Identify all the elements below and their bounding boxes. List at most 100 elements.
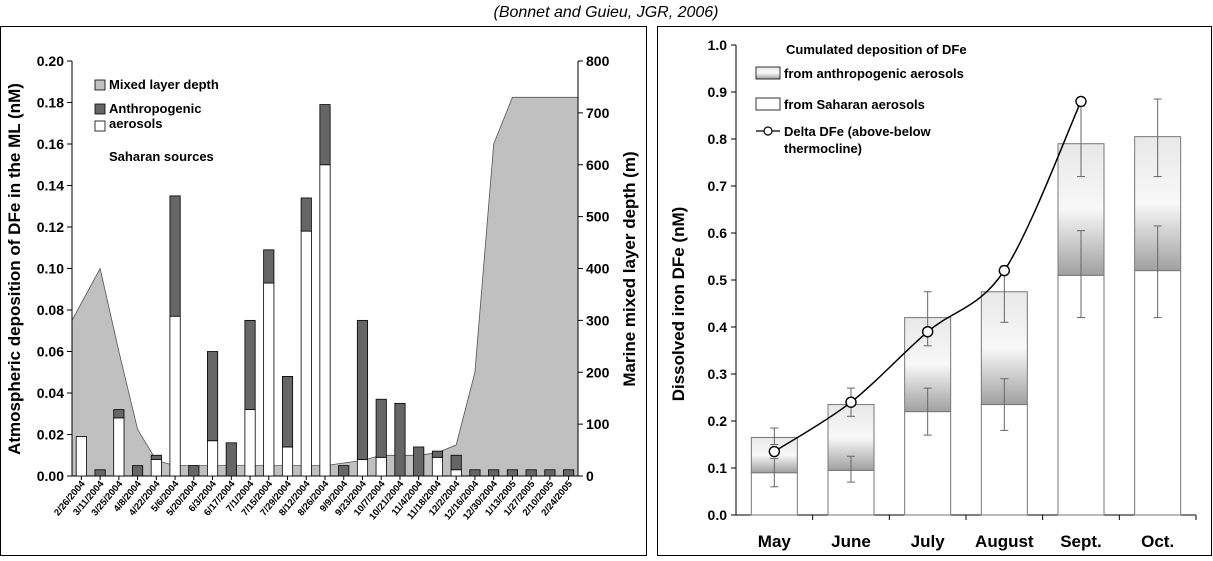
right-ytick-label: 1.0 bbox=[708, 37, 728, 53]
right-ytick-label: 0.3 bbox=[708, 366, 728, 382]
bar-saharan bbox=[319, 164, 331, 477]
bar-saharan bbox=[207, 440, 219, 477]
delta-dfe-point bbox=[921, 326, 934, 338]
right-legend: Cumulated deposition of DFe from anthrop… bbox=[755, 42, 967, 156]
left-y2tick-label: 800 bbox=[586, 53, 610, 69]
legend-swatch-anthropogenic-r bbox=[755, 66, 781, 80]
left-y2tick-label: 500 bbox=[586, 209, 610, 225]
bar-saharan bbox=[450, 469, 462, 477]
left-y-axis-label: Atmospheric deposition of DFe in the ML … bbox=[5, 83, 24, 455]
bar-saharan bbox=[169, 315, 181, 477]
left-y2tick-label: 200 bbox=[586, 364, 610, 380]
bar-anthropogenic bbox=[488, 469, 500, 477]
legend-label-delta-1: Delta DFe (above-below bbox=[784, 124, 932, 139]
bar-anthropogenic bbox=[132, 465, 144, 477]
right-xtick-label: Sept. bbox=[1060, 532, 1102, 551]
bar-anthropogenic bbox=[394, 402, 406, 477]
legend-label-delta-2: thermocline) bbox=[784, 141, 862, 156]
bar-saharan bbox=[150, 458, 162, 477]
right-xtick-label: June bbox=[831, 532, 871, 551]
left-ytick-label: 0.04 bbox=[37, 385, 64, 401]
left-ytick-label: 0.16 bbox=[37, 136, 64, 152]
bar-anthropogenic bbox=[431, 450, 443, 458]
right-ytick-label: 0.4 bbox=[708, 319, 728, 335]
right-xtick-label: Oct. bbox=[1141, 532, 1174, 551]
bar-anthropogenic bbox=[563, 469, 575, 477]
right-ytick-label: 0.9 bbox=[708, 84, 728, 100]
bar-anthropogenic bbox=[113, 409, 125, 419]
right-ytick-label: 0.2 bbox=[708, 413, 728, 429]
legend-swatch-mixed-layer bbox=[94, 79, 106, 91]
bar-anthropogenic bbox=[375, 398, 387, 458]
delta-dfe-point bbox=[998, 264, 1011, 277]
bar-anthropogenic bbox=[188, 465, 200, 477]
bar-anthropogenic bbox=[356, 319, 369, 460]
bar-saharan bbox=[244, 409, 256, 477]
bar-saharan bbox=[431, 456, 443, 477]
bar-anthropogenic bbox=[150, 454, 162, 460]
bar-saharan bbox=[113, 417, 125, 477]
bar-saharan bbox=[281, 446, 294, 477]
left-y2tick-label: 100 bbox=[586, 416, 610, 432]
right-y-axis-label: Dissolved iron DFe (nM) bbox=[669, 207, 688, 402]
bar-saharan bbox=[300, 230, 312, 477]
left-ytick-label: 0.02 bbox=[37, 427, 64, 443]
bar-anthropogenic bbox=[169, 195, 181, 317]
right-xtick-label: July bbox=[911, 532, 946, 551]
left-y2tick-label: 300 bbox=[586, 312, 610, 328]
right-ytick-label: 0.5 bbox=[708, 272, 728, 288]
left-secondary-y-axis-label: Marine mixed layer depth (m) bbox=[620, 151, 639, 386]
left-y2tick-label: 0 bbox=[586, 468, 594, 484]
bar-anthropogenic bbox=[319, 104, 331, 166]
legend-swatch-saharan-r bbox=[755, 97, 781, 111]
bar-anthropogenic bbox=[281, 375, 294, 448]
legend-swatch-anthropogenic bbox=[94, 103, 106, 115]
delta-dfe-point bbox=[1075, 95, 1087, 108]
bar-anthropogenic bbox=[338, 465, 350, 477]
legend-title: Cumulated deposition of DFe bbox=[786, 42, 967, 57]
right-xtick-label: May bbox=[758, 532, 792, 551]
bar-saharan bbox=[263, 282, 275, 477]
legend-marker-delta bbox=[763, 126, 773, 136]
legend-label-mixed-layer: Mixed layer depth bbox=[109, 77, 219, 92]
citation: (Bonnet and Guieu, JGR, 2006) bbox=[493, 4, 718, 21]
bar-anthropogenic bbox=[244, 319, 256, 410]
bar-anthropogenic bbox=[225, 442, 237, 477]
right-ytick-label: 0.6 bbox=[708, 225, 728, 241]
right-chart: 0.0 0.1 0.2 0.3 0.4 0.5 0.6 0.7 0.8 0.9 1.0 May June… bbox=[708, 37, 1197, 551]
right-xtick-label: August bbox=[975, 532, 1034, 551]
right-ytick-label: 0.7 bbox=[708, 178, 728, 194]
legend-label-anthropogenic-r: from anthropogenic aerosols bbox=[784, 66, 964, 81]
legend-label-anthropogenic: Anthropogenic aerosols bbox=[109, 101, 201, 131]
bar-anthropogenic bbox=[263, 249, 275, 284]
legend-label-saharan: Saharan sources bbox=[109, 149, 214, 164]
bar-saharan bbox=[375, 456, 387, 477]
left-y2tick-label: 400 bbox=[586, 261, 610, 277]
left-chart: 0.00 0.02 0.04 0.06 0.08 0.10 0.12 0.14 0.16 0.18… bbox=[37, 53, 610, 522]
right-ytick-label: 0.1 bbox=[708, 460, 728, 476]
bar-anthropogenic bbox=[544, 469, 556, 477]
bar-saharan-monthly bbox=[1057, 274, 1105, 516]
bar-anthropogenic bbox=[506, 469, 518, 477]
bar-anthropogenic bbox=[207, 351, 219, 442]
left-y2tick-label: 600 bbox=[586, 157, 610, 173]
left-ytick-label: 0.08 bbox=[37, 302, 64, 318]
left-ytick-label: 0.10 bbox=[37, 261, 64, 277]
bar-anthropogenic bbox=[94, 469, 106, 477]
bar-anthropogenic bbox=[525, 469, 537, 477]
bar-anthropogenic bbox=[413, 446, 425, 477]
delta-dfe-line bbox=[773, 101, 1082, 453]
left-ytick-label: 0.18 bbox=[37, 95, 64, 111]
delta-dfe-point bbox=[845, 396, 857, 408]
bar-saharan bbox=[356, 458, 369, 477]
left-ytick-label: 0.00 bbox=[37, 468, 64, 484]
bar-anthropogenic bbox=[300, 197, 312, 232]
bar-anthropogenic bbox=[450, 454, 462, 471]
left-ytick-label: 0.12 bbox=[37, 219, 64, 235]
left-ytick-label: 0.20 bbox=[37, 53, 64, 69]
left-y2tick-label: 700 bbox=[586, 105, 610, 121]
bar-saharan bbox=[75, 436, 87, 477]
legend-label-saharan-r: from Saharan aerosols bbox=[784, 97, 925, 112]
